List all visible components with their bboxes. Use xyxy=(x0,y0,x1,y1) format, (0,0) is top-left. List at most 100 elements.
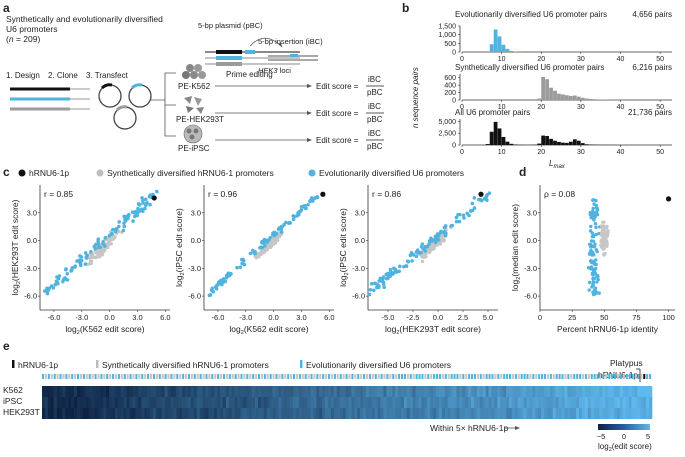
scatter-point-evolutionary xyxy=(47,288,51,292)
legend-evolutionary-label: Evolutionarily diversified U6 promoters xyxy=(319,168,464,178)
heatmap-category-cell xyxy=(427,374,429,379)
scatter-d-point-evolutionary xyxy=(594,271,597,274)
heatmap-cell xyxy=(401,408,404,419)
heatmap-cell xyxy=(445,397,448,408)
heatmap-cell xyxy=(386,386,389,397)
colorbar xyxy=(598,424,650,430)
heatmap-cell xyxy=(518,386,521,397)
heatmap-cell xyxy=(150,386,153,397)
heatmap-cell xyxy=(211,408,214,419)
heatmap-cell xyxy=(243,397,246,408)
hist-bar-0-4 xyxy=(502,45,506,52)
heatmap-cell xyxy=(462,408,465,419)
heatmap-cell xyxy=(281,397,284,408)
scatter-xtick-label-1-2: 0.0 xyxy=(268,313,278,322)
heatmap-cell xyxy=(80,397,83,408)
heatmap-cell xyxy=(162,397,165,408)
scatter-xtick-label-1-3: 3.0 xyxy=(296,313,306,322)
heatmap-cell xyxy=(544,397,547,408)
heatmap-cell xyxy=(602,386,605,397)
heatmap-category-cell xyxy=(150,374,152,379)
heatmap-cell xyxy=(521,386,524,397)
heatmap-cell xyxy=(42,397,45,408)
heatmap-cell xyxy=(340,408,343,419)
heatmap-cell xyxy=(602,408,605,419)
heatmap-category-cell xyxy=(588,374,590,379)
heatmap-cell xyxy=(529,386,532,397)
heatmap-cell xyxy=(264,397,267,408)
hist-bar-2-21 xyxy=(569,142,573,145)
heatmap-cell xyxy=(168,397,171,408)
heatmap-cell xyxy=(617,408,620,419)
scatter-d-point-evolutionary xyxy=(595,210,598,213)
heatmap-category-cell xyxy=(620,374,622,379)
heatmap-cell xyxy=(632,386,635,397)
heatmap-cell xyxy=(121,397,124,408)
scatter-point-evolutionary xyxy=(58,274,62,278)
heatmap-cell xyxy=(238,397,241,408)
heatmap-cell xyxy=(486,397,489,408)
scatter-point-evolutionary xyxy=(217,280,221,284)
scatter-xlabel-2: log2(HEK293T edit score) xyxy=(385,324,481,336)
heatmap-cell xyxy=(255,397,258,408)
heatmap-cell xyxy=(386,408,389,419)
heatmap-cell xyxy=(556,386,559,397)
heatmap-cell xyxy=(45,408,48,419)
legend-hrnu-marker xyxy=(19,170,26,177)
scatter-point-evolutionary xyxy=(437,238,441,242)
heatmap-cell xyxy=(556,408,559,419)
heatmap-cell xyxy=(200,386,203,397)
heatmap-cell xyxy=(229,386,232,397)
heatmap-cell xyxy=(553,386,556,397)
heatmap-cell xyxy=(427,408,430,419)
heatmap-cell xyxy=(328,408,331,419)
scatter-point-synthetic xyxy=(98,255,101,258)
heatmap-cell xyxy=(383,386,386,397)
hist-bar-1-10 xyxy=(577,97,581,100)
heatmap-cell xyxy=(348,397,351,408)
scatter-point-evolutionary xyxy=(131,219,135,223)
heatmap-category-cell xyxy=(308,374,310,379)
scatter-d-point-evolutionary xyxy=(591,272,594,275)
scatter-point-evolutionary xyxy=(303,204,307,208)
scatter-ytick-label-0-3: -6.0 xyxy=(24,292,37,301)
heatmap-cell xyxy=(337,397,340,408)
scatter-point-evolutionary xyxy=(136,207,140,211)
heatmap-cell xyxy=(515,408,518,419)
heatmap-cell xyxy=(620,408,623,419)
heatmap-cell xyxy=(258,397,261,408)
heatmap-cell xyxy=(562,397,565,408)
heatmap-cell xyxy=(611,397,614,408)
heatmap-cell xyxy=(232,397,235,408)
heatmap-cell xyxy=(456,408,459,419)
heatmap-cell xyxy=(378,408,381,419)
scatter-d-point-evolutionary xyxy=(593,277,596,280)
scatter-point-evolutionary xyxy=(412,253,416,257)
heatmap-cell xyxy=(608,386,611,397)
scatter-point-evolutionary xyxy=(424,245,428,249)
heatmap-cell xyxy=(401,397,404,408)
heatmap-cell xyxy=(296,408,299,419)
scatter-r-1: r = 0.96 xyxy=(208,189,237,199)
heatmap-cell xyxy=(459,386,462,397)
heatmap-cell xyxy=(162,408,165,419)
heatmap-cell xyxy=(80,386,83,397)
heatmap-category-cell xyxy=(74,374,76,379)
heatmap-cell xyxy=(191,408,194,419)
heatmap-cell xyxy=(188,386,191,397)
heatmap-category-cell xyxy=(173,374,175,379)
heatmap-cell xyxy=(115,408,118,419)
heatmap-category-cell xyxy=(456,374,458,379)
heatmap-cell xyxy=(54,397,57,408)
heatmap-category-cell xyxy=(316,374,318,379)
heatmap-cell xyxy=(115,386,118,397)
heatmap-cell xyxy=(138,386,141,397)
hist-bar-2-0 xyxy=(486,144,490,145)
cell-k562-icon xyxy=(182,64,206,79)
heatmap-cell xyxy=(404,397,407,408)
scatter-r-2: r = 0.86 xyxy=(372,189,401,199)
plasmid-circles xyxy=(99,85,151,129)
heatmap-category-cell xyxy=(410,374,412,379)
heatmap-category-cell xyxy=(95,374,97,379)
